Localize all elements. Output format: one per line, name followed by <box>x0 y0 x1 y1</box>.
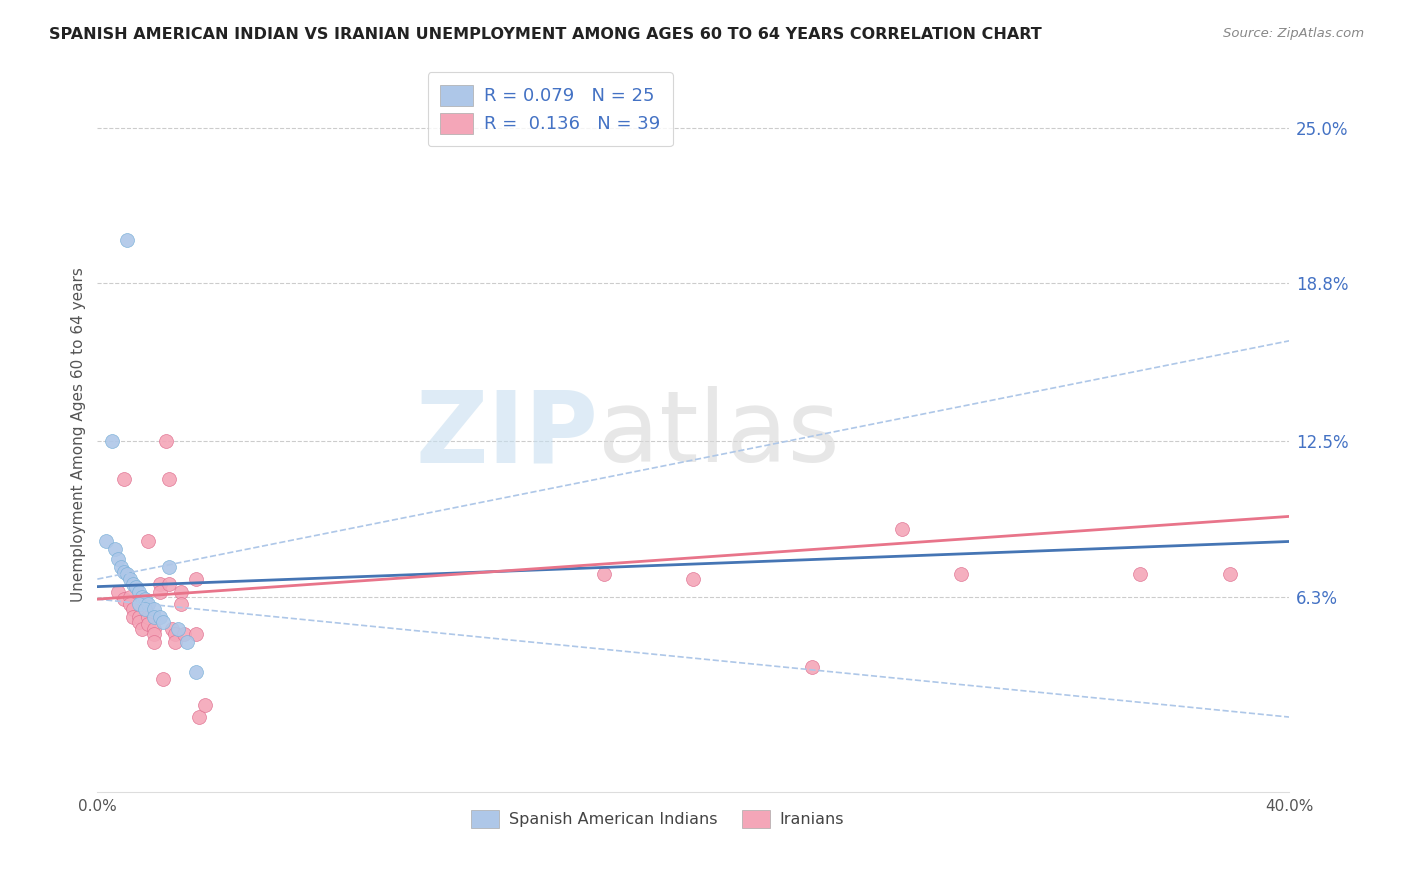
Text: Source: ZipAtlas.com: Source: ZipAtlas.com <box>1223 27 1364 40</box>
Point <box>136 597 159 611</box>
Point <box>157 577 180 591</box>
Point <box>131 590 153 604</box>
Point <box>128 597 150 611</box>
Point <box>149 609 172 624</box>
Point <box>104 541 127 556</box>
Point <box>96 534 118 549</box>
Point <box>187 710 209 724</box>
Point <box>143 609 166 624</box>
Point <box>115 567 138 582</box>
Point <box>163 627 186 641</box>
Point <box>194 698 217 712</box>
Point <box>143 635 166 649</box>
Point <box>112 472 135 486</box>
Point <box>173 627 195 641</box>
Text: ZIP: ZIP <box>415 386 598 483</box>
Point <box>107 584 129 599</box>
Point <box>184 627 207 641</box>
Point <box>122 609 145 624</box>
Point <box>112 565 135 579</box>
Point <box>143 602 166 616</box>
Point <box>166 622 188 636</box>
Point <box>1219 567 1241 582</box>
Point <box>176 635 198 649</box>
Point <box>122 577 145 591</box>
Point <box>134 602 156 616</box>
Point <box>149 577 172 591</box>
Point <box>131 622 153 636</box>
Point <box>950 567 973 582</box>
Y-axis label: Unemployment Among Ages 60 to 64 years: Unemployment Among Ages 60 to 64 years <box>72 268 86 602</box>
Point <box>157 472 180 486</box>
Point <box>122 602 145 616</box>
Point <box>170 584 193 599</box>
Point <box>136 534 159 549</box>
Point <box>120 597 142 611</box>
Point <box>170 597 193 611</box>
Point <box>160 622 183 636</box>
Point <box>890 522 912 536</box>
Point <box>136 609 159 624</box>
Point <box>801 660 824 674</box>
Point <box>593 567 616 582</box>
Point <box>120 590 142 604</box>
Point <box>120 572 142 586</box>
Point <box>155 434 177 449</box>
Point <box>149 584 172 599</box>
Point <box>134 592 156 607</box>
Text: atlas: atlas <box>598 386 839 483</box>
Text: SPANISH AMERICAN INDIAN VS IRANIAN UNEMPLOYMENT AMONG AGES 60 TO 64 YEARS CORREL: SPANISH AMERICAN INDIAN VS IRANIAN UNEMP… <box>49 27 1042 42</box>
Point <box>128 615 150 629</box>
Point <box>163 635 186 649</box>
Point <box>152 615 174 629</box>
Point <box>128 584 150 599</box>
Point <box>136 617 159 632</box>
Point <box>125 580 148 594</box>
Point <box>143 622 166 636</box>
Point <box>112 592 135 607</box>
Point <box>152 673 174 687</box>
Point <box>115 234 138 248</box>
Point <box>157 559 180 574</box>
Point <box>101 434 124 449</box>
Point <box>107 552 129 566</box>
Point <box>682 572 704 586</box>
Legend: Spanish American Indians, Iranians: Spanish American Indians, Iranians <box>464 803 851 834</box>
Point <box>184 665 207 679</box>
Point <box>184 572 207 586</box>
Point <box>128 609 150 624</box>
Point <box>110 559 132 574</box>
Point <box>1129 567 1152 582</box>
Point <box>143 627 166 641</box>
